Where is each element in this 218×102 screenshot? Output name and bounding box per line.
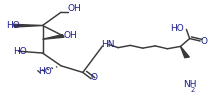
Text: O: O	[200, 37, 207, 46]
Text: OH: OH	[63, 31, 77, 40]
Polygon shape	[181, 46, 189, 58]
Text: HO: HO	[38, 67, 52, 76]
Text: NH: NH	[183, 80, 197, 89]
Text: HO: HO	[13, 47, 27, 55]
Polygon shape	[43, 35, 64, 39]
Text: OH: OH	[68, 4, 81, 13]
Text: HO: HO	[7, 21, 20, 30]
Text: HN: HN	[101, 40, 115, 49]
Polygon shape	[14, 24, 43, 27]
Text: O: O	[90, 73, 97, 81]
Text: 2: 2	[190, 87, 194, 93]
Text: HO: HO	[170, 24, 184, 33]
